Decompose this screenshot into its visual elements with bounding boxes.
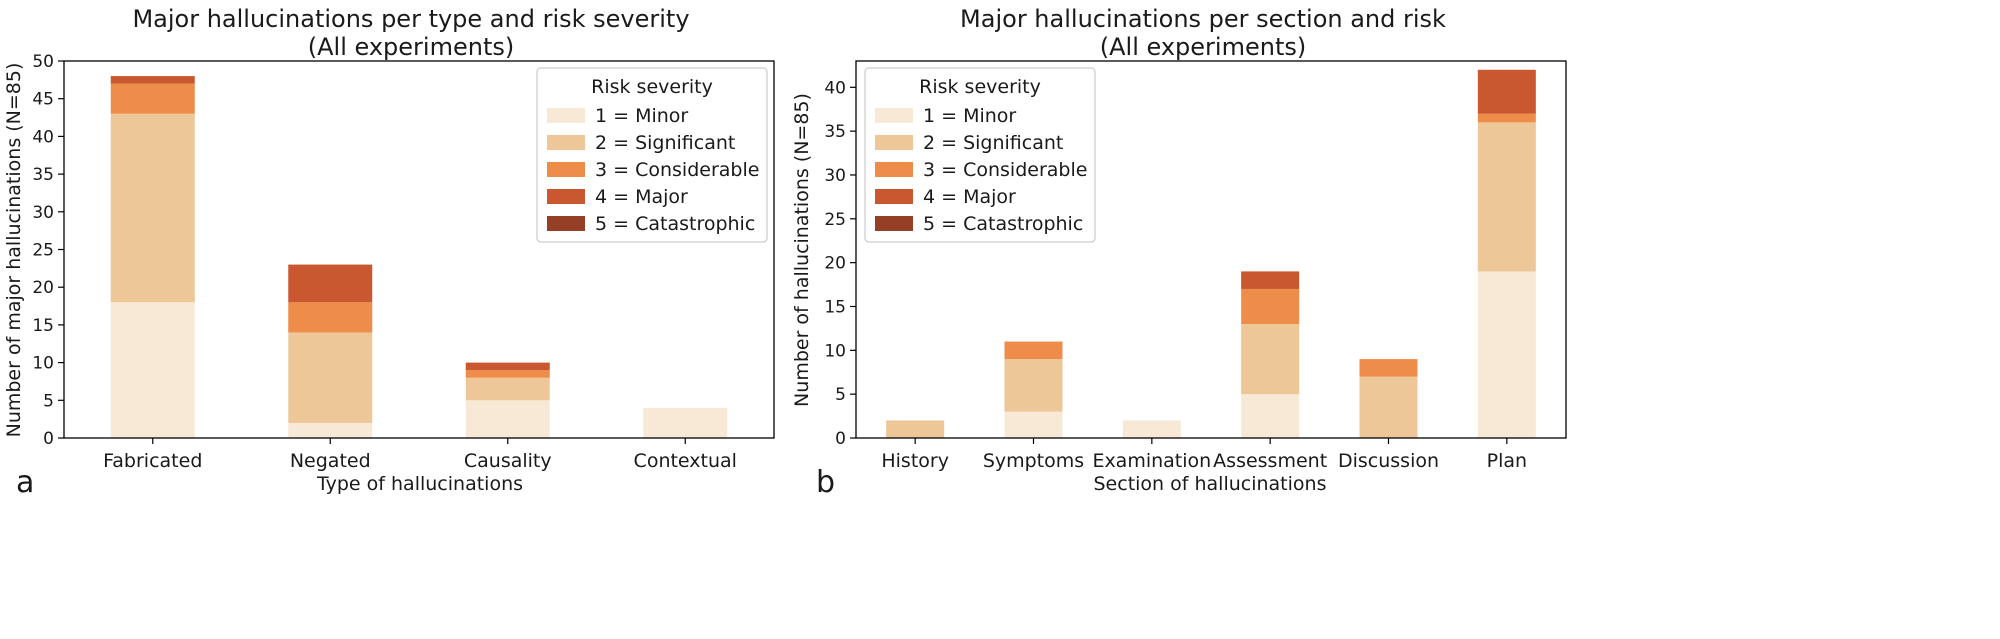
chart-a-ytick-label: 20	[32, 278, 54, 298]
chart-b-xtick-label-assessment: Assessment	[1213, 450, 1327, 472]
chart-a-legend: Risk severity 1 = Minor 2 = Significant 3 =…	[536, 67, 768, 243]
chart-a-legend-item-4: 4 = Major	[595, 186, 688, 208]
chart-a-ytick-label: 5	[43, 391, 54, 411]
chart-b-ytick-label: 5	[835, 385, 846, 405]
chart-b-bar-assessment-sev4	[1241, 271, 1300, 289]
chart-b-title-line2: (All experiments)	[1100, 33, 1306, 61]
chart-a-legend-swatch-1	[547, 108, 585, 123]
chart-a-bar-causality-sev2	[465, 377, 550, 401]
chart-a-ytick-label: 30	[32, 203, 54, 223]
chart-b-legend-item-1: 1 = Minor	[923, 105, 1016, 127]
chart-a-bar-negated-sev4	[288, 264, 373, 303]
chart-a-ytick-label: 15	[32, 316, 54, 336]
chart-a-ylabel: Number of major hallucinations (N=85)	[3, 63, 25, 438]
chart-b-bar-plan-sev3	[1477, 113, 1536, 123]
chart-panel-a: Major hallucinations per type and risk s…	[3, 5, 775, 500]
chart-b-ytick-label: 10	[824, 341, 846, 361]
chart-b-ytick-label: 15	[824, 297, 846, 317]
chart-b-legend-item-4: 4 = Major	[923, 186, 1016, 208]
chart-a-xlabel: Type of hallucinations	[316, 473, 523, 495]
chart-a-ytick-label: 25	[32, 241, 54, 261]
chart-b-bar-plan-sev4	[1477, 69, 1536, 114]
chart-a-bar-negated-sev2	[288, 332, 373, 423]
chart-a-xtick-label-fabricated: Fabricated	[103, 450, 202, 472]
chart-a-xtick-label-causality: Causality	[464, 450, 552, 472]
chart-b-ytick-label: 35	[824, 122, 846, 142]
chart-a-bar-causality-sev4	[465, 362, 550, 371]
chart-b-bar-discussion-sev2	[1359, 376, 1418, 438]
chart-b-legend-item-5: 5 = Catastrophic	[923, 213, 1083, 235]
chart-a-ytick-label: 35	[32, 165, 54, 185]
chart-b-xtick-label-plan: Plan	[1487, 450, 1527, 472]
chart-a-ytick-label: 50	[32, 52, 54, 72]
chart-b-ytick-label: 20	[824, 254, 846, 274]
chart-b-legend-item-2: 2 = Significant	[923, 132, 1063, 154]
chart-b-legend-swatch-3	[875, 162, 913, 177]
chart-a-legend-swatch-5	[547, 216, 585, 231]
chart-b-legend-swatch-1	[875, 108, 913, 123]
chart-b-xtick-label-history: History	[881, 450, 949, 472]
chart-b-bar-plan-sev1	[1477, 271, 1536, 438]
chart-a-ytick-label: 40	[32, 127, 54, 147]
chart-b-ytick-label: 25	[824, 210, 846, 230]
chart-a-legend-item-5: 5 = Catastrophic	[595, 213, 755, 235]
chart-b-xtick-label-examination: Examination	[1092, 450, 1211, 472]
chart-b-legend-swatch-2	[875, 135, 913, 150]
chart-b-bar-symptoms-sev1	[1004, 411, 1063, 438]
chart-b-legend-title: Risk severity	[919, 76, 1041, 98]
chart-a-title-line1: Major hallucinations per type and risk s…	[132, 5, 689, 33]
chart-b-panel-letter: b	[816, 465, 835, 500]
chart-a-bar-fabricated-sev1	[110, 302, 195, 438]
chart-b-ytick-label: 0	[835, 429, 846, 449]
chart-a-bar-causality-sev3	[465, 370, 550, 378]
chart-a-legend-title: Risk severity	[591, 76, 713, 98]
chart-a-legend-box	[536, 67, 768, 243]
chart-b-xtick-label-discussion: Discussion	[1338, 450, 1439, 472]
chart-b-bar-discussion-sev3	[1359, 359, 1418, 377]
chart-a-bar-contextual-sev1	[643, 407, 728, 438]
chart-a-bar-negated-sev3	[288, 302, 373, 333]
chart-panel-b: Major hallucinations per section and ris…	[791, 5, 1567, 500]
chart-a-xtick-label-contextual: Contextual	[634, 450, 737, 472]
chart-b-legend-item-3: 3 = Considerable	[923, 159, 1087, 181]
chart-b-legend-swatch-4	[875, 189, 913, 204]
chart-a-bar-causality-sev1	[465, 400, 550, 438]
chart-b-bar-assessment-sev2	[1241, 324, 1300, 395]
chart-a-legend-item-3: 3 = Considerable	[595, 159, 759, 181]
chart-b-legend-swatch-5	[875, 216, 913, 231]
chart-a-bar-fabricated-sev3	[110, 83, 195, 114]
chart-b-ytick-label: 40	[824, 78, 846, 98]
chart-a-legend-item-1: 1 = Minor	[595, 105, 688, 127]
chart-a-xtick-label-negated: Negated	[290, 450, 371, 472]
chart-a-legend-swatch-2	[547, 135, 585, 150]
chart-a-legend-swatch-4	[547, 189, 585, 204]
chart-a-ytick-label: 10	[32, 354, 54, 374]
chart-b-ylabel: Number of hallucinations (N=85)	[791, 93, 813, 407]
chart-b-bar-symptoms-sev2	[1004, 359, 1063, 412]
chart-a-legend-swatch-3	[547, 162, 585, 177]
chart-a-ytick-label: 0	[43, 429, 54, 449]
chart-b-legend-box	[864, 67, 1096, 243]
chart-a-ytick-label: 45	[32, 90, 54, 110]
chart-b-bar-plan-sev2	[1477, 122, 1536, 272]
chart-b-bar-symptoms-sev3	[1004, 341, 1063, 360]
chart-a-bar-negated-sev1	[288, 422, 373, 438]
chart-a-title-line2: (All experiments)	[308, 33, 514, 61]
chart-a-legend-item-2: 2 = Significant	[595, 132, 735, 154]
chart-a-bar-fabricated-sev4	[110, 76, 195, 84]
chart-b-xlabel: Section of hallucinations	[1094, 473, 1327, 495]
chart-b-ytick-label: 30	[824, 166, 846, 186]
chart-a-bar-fabricated-sev2	[110, 113, 195, 303]
chart-b-title-line1: Major hallucinations per section and ris…	[960, 5, 1446, 33]
chart-b-legend: Risk severity 1 = Minor 2 = Significant 3 =…	[864, 67, 1096, 243]
chart-a-panel-letter: a	[16, 465, 34, 500]
chart-b-bar-history-sev2	[886, 420, 945, 438]
chart-b-xtick-label-symptoms: Symptoms	[983, 450, 1084, 472]
chart-b-bar-assessment-sev3	[1241, 288, 1300, 325]
chart-b-plot-frame	[855, 60, 1567, 439]
chart-b-bar-assessment-sev1	[1241, 394, 1300, 438]
chart-b-bar-examination-sev1	[1122, 420, 1181, 438]
